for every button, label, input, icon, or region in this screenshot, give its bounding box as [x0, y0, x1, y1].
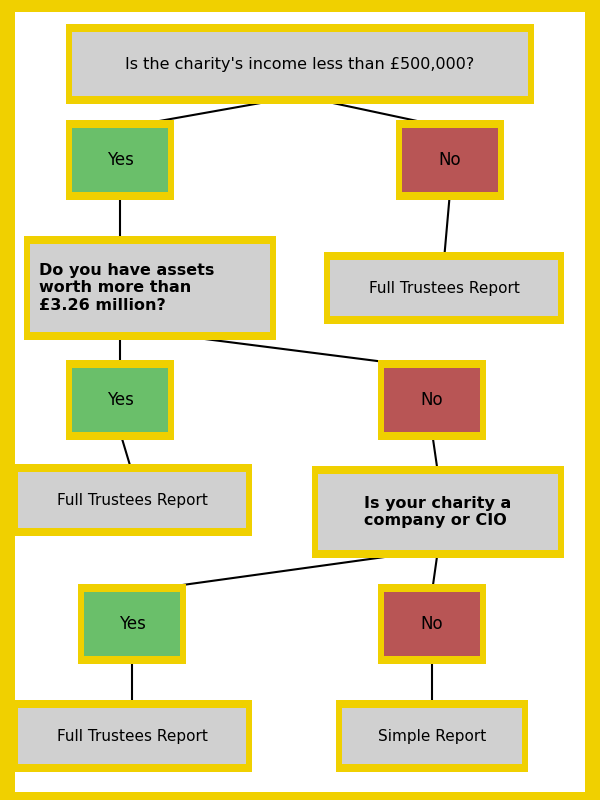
FancyBboxPatch shape	[342, 708, 522, 764]
FancyBboxPatch shape	[18, 472, 246, 528]
Text: Is your charity a
company or CIO: Is your charity a company or CIO	[364, 496, 512, 528]
FancyBboxPatch shape	[30, 244, 270, 332]
FancyBboxPatch shape	[378, 584, 486, 664]
FancyBboxPatch shape	[330, 260, 558, 316]
Text: Yes: Yes	[119, 615, 145, 633]
Text: Full Trustees Report: Full Trustees Report	[56, 729, 208, 743]
FancyBboxPatch shape	[15, 12, 585, 792]
Text: No: No	[421, 615, 443, 633]
FancyBboxPatch shape	[378, 360, 486, 440]
FancyBboxPatch shape	[396, 120, 504, 200]
FancyBboxPatch shape	[312, 466, 564, 558]
FancyBboxPatch shape	[24, 236, 276, 340]
FancyBboxPatch shape	[384, 592, 480, 656]
FancyBboxPatch shape	[72, 368, 168, 432]
Text: No: No	[421, 391, 443, 409]
FancyBboxPatch shape	[72, 128, 168, 192]
FancyBboxPatch shape	[12, 700, 252, 772]
FancyBboxPatch shape	[18, 708, 246, 764]
Text: Full Trustees Report: Full Trustees Report	[368, 281, 520, 295]
FancyBboxPatch shape	[66, 360, 174, 440]
FancyBboxPatch shape	[402, 128, 498, 192]
Text: Yes: Yes	[107, 151, 133, 169]
FancyBboxPatch shape	[384, 368, 480, 432]
FancyBboxPatch shape	[318, 474, 558, 550]
FancyBboxPatch shape	[12, 464, 252, 536]
Text: Yes: Yes	[107, 391, 133, 409]
FancyBboxPatch shape	[66, 120, 174, 200]
Text: Simple Report: Simple Report	[378, 729, 486, 743]
Text: No: No	[439, 151, 461, 169]
FancyBboxPatch shape	[72, 32, 528, 96]
Text: Do you have assets
worth more than
£3.26 million?: Do you have assets worth more than £3.26…	[39, 263, 214, 313]
Text: Full Trustees Report: Full Trustees Report	[56, 493, 208, 507]
FancyBboxPatch shape	[78, 584, 186, 664]
FancyBboxPatch shape	[336, 700, 528, 772]
FancyBboxPatch shape	[324, 252, 564, 324]
Text: Is the charity's income less than £500,000?: Is the charity's income less than £500,0…	[125, 57, 475, 71]
FancyBboxPatch shape	[66, 24, 534, 104]
FancyBboxPatch shape	[84, 592, 180, 656]
